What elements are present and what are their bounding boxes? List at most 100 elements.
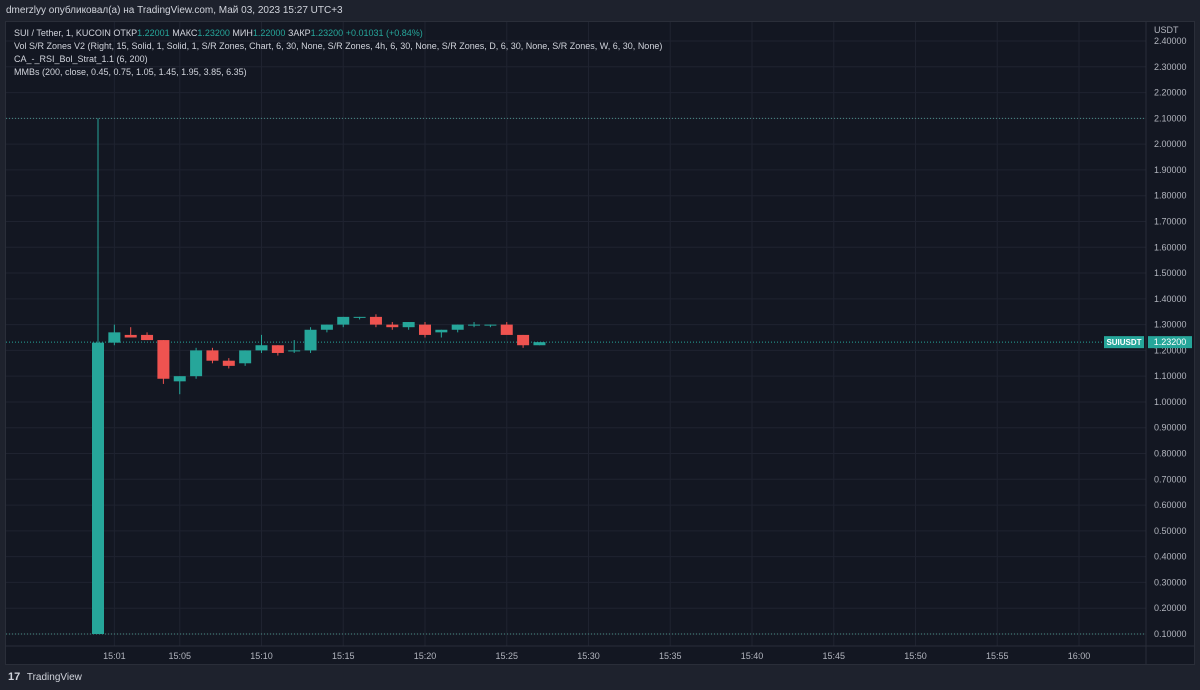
candle-body <box>124 334 137 338</box>
y-tick-label: 1.00000 <box>1154 397 1187 407</box>
candle-body <box>141 334 154 341</box>
y-tick-label: 1.30000 <box>1154 320 1187 330</box>
candle <box>271 345 284 356</box>
candle-body <box>533 342 546 346</box>
current-price-tag: 1.23200 <box>1154 337 1187 347</box>
candle-body <box>255 345 268 351</box>
x-tick-label: 15:05 <box>168 651 191 661</box>
candle-body <box>190 350 203 377</box>
candle <box>173 376 186 395</box>
candle <box>157 340 170 384</box>
candle-body <box>517 334 530 346</box>
candle-body <box>222 360 235 366</box>
x-tick-label: 15:20 <box>414 651 437 661</box>
y-tick-label: 0.10000 <box>1154 629 1187 639</box>
candle <box>288 340 301 353</box>
tradingview-brand: TradingView <box>26 672 82 683</box>
candle <box>353 316 366 320</box>
candle <box>108 324 121 346</box>
y-tick-label: 0.30000 <box>1154 577 1187 587</box>
candle <box>435 329 448 338</box>
y-tick-label: 2.30000 <box>1154 62 1187 72</box>
tradingview-logo-icon: 17 <box>8 671 21 683</box>
candle-body <box>468 324 481 326</box>
footer-bar: 17 TradingView <box>0 665 1200 690</box>
candle <box>402 322 415 330</box>
current-price-tag-bg <box>1148 336 1192 349</box>
candle-body <box>304 329 317 351</box>
y-tick-label: 0.80000 <box>1154 449 1187 459</box>
y-tick-label: 0.20000 <box>1154 603 1187 613</box>
x-tick-label: 15:40 <box>741 651 764 661</box>
candle <box>141 332 154 341</box>
legend-open-value: 1.22001 <box>137 28 170 38</box>
legend-symbol-row: SUI / Tether, 1, KUCOIN ОТКР1.22001 МАКС… <box>14 27 662 40</box>
x-tick-label: 15:55 <box>986 651 1009 661</box>
candle-body <box>206 350 219 361</box>
candle-body <box>484 324 497 326</box>
candle-body <box>320 324 333 330</box>
candle-body <box>386 324 399 328</box>
candle <box>386 322 399 330</box>
x-tick-label: 15:30 <box>577 651 600 661</box>
x-tick-label: 15:50 <box>904 651 927 661</box>
candle-body <box>500 324 513 335</box>
y-tick-label: 2.10000 <box>1154 113 1187 123</box>
legend-change: +0.01031 (+0.84%) <box>345 28 423 38</box>
legend-low-label: МИН <box>232 28 253 38</box>
candle-body <box>402 322 415 328</box>
candle <box>419 322 431 338</box>
legend-open-label: ОТКР <box>113 28 138 38</box>
price-chart[interactable]: 0.10000 0.20000 0.30000 0.40000 0.50000 0.600… <box>6 22 1194 664</box>
y-tick-label: 2.40000 <box>1154 36 1187 46</box>
y-tick-label: 1.90000 <box>1154 165 1187 175</box>
candle <box>369 314 382 328</box>
y-tick-label: 1.80000 <box>1154 191 1187 201</box>
legend-close-value: 1.23200 <box>310 28 344 38</box>
legend-close-label: ЗАКР <box>287 28 311 38</box>
candle-body <box>157 340 170 379</box>
candle <box>255 334 268 353</box>
y-tick-label: 2.20000 <box>1154 88 1187 98</box>
symbol-price-tag: SUIUSDT <box>1106 338 1141 347</box>
symbol-price-tag-bg <box>1104 336 1144 349</box>
currency-label: USDT <box>1154 25 1179 35</box>
candle <box>92 118 104 634</box>
candle-body <box>271 345 284 353</box>
y-tick-label: 1.10000 <box>1154 371 1187 381</box>
x-tick-label: 15:15 <box>332 651 355 661</box>
chart-legend: SUI / Tether, 1, KUCOIN ОТКР1.22001 МАКС… <box>14 27 662 79</box>
candle <box>206 347 219 364</box>
y-tick-label: 0.40000 <box>1154 552 1187 562</box>
candle-body <box>337 316 350 325</box>
candle <box>484 324 497 328</box>
legend-indicator-vol-sr[interactable]: Vol S/R Zones V2 (Right, 15, Solid, 1, S… <box>14 41 663 51</box>
candle-body <box>353 316 366 318</box>
y-tick-label: 1.50000 <box>1154 268 1187 278</box>
legend-high-label: МАКС <box>172 28 198 38</box>
candle <box>239 350 252 366</box>
candle <box>517 334 530 348</box>
y-tick-label: 0.50000 <box>1154 526 1187 536</box>
x-tick-label: 15:25 <box>495 651 518 661</box>
y-tick-label: 0.70000 <box>1154 474 1187 484</box>
candle <box>190 347 203 379</box>
y-tick-label: 0.60000 <box>1154 500 1187 510</box>
candle <box>533 342 546 346</box>
candle <box>304 327 317 353</box>
candle-body <box>419 324 431 335</box>
legend-indicator-rsi-bol[interactable]: CA_-_RSI_Bol_Strat_1.1 (6, 200) <box>14 54 148 64</box>
chart-area[interactable]: 0.10000 0.20000 0.30000 0.40000 0.50000 0.600… <box>5 21 1195 665</box>
candle-body <box>239 350 252 364</box>
x-tick-label: 15:01 <box>103 651 126 661</box>
candle-body <box>369 316 382 325</box>
candle <box>124 327 137 338</box>
candle-body <box>435 329 448 333</box>
legend-symbol[interactable]: SUI / Tether, 1, KUCOIN <box>14 28 111 38</box>
legend-indicator-mmbs[interactable]: MMBs (200, close, 0.45, 0.75, 1.05, 1.45… <box>14 67 247 77</box>
candle-body <box>451 324 464 330</box>
x-tick-label: 15:35 <box>659 651 682 661</box>
x-tick-label: 15:45 <box>822 651 845 661</box>
candle-body <box>288 350 301 352</box>
candle-body <box>92 342 104 634</box>
